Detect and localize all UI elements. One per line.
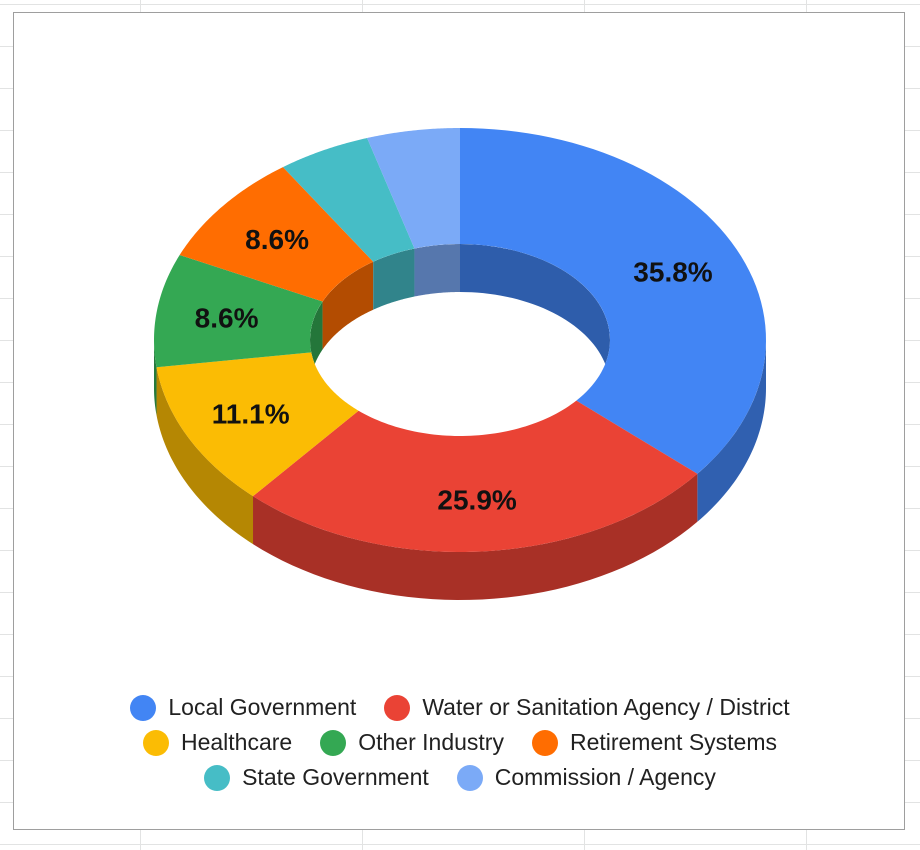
legend-label: Other Industry	[358, 729, 504, 755]
inner-wall-state-government	[373, 248, 415, 310]
slice-local-government[interactable]	[460, 128, 766, 474]
slice-other-industry[interactable]	[154, 255, 323, 368]
donut-slices	[154, 128, 766, 552]
legend-label: Local Government	[168, 694, 357, 720]
legend-row: Local Government Water or Sanitation Agen…	[130, 693, 790, 722]
data-label-other-industry: 8.6%	[195, 302, 259, 333]
slice-healthcare[interactable]	[156, 352, 359, 497]
legend-label: Healthcare	[180, 729, 293, 755]
data-label-local-government: 35.8%	[633, 256, 712, 287]
legend-swatch-icon	[320, 729, 347, 756]
legend-swatch-icon	[130, 694, 157, 721]
donut-chart[interactable]: 35.8% 25.9% 11.1% 8.6% 8.6%	[14, 13, 906, 663]
legend-label: Water or Sanitation Agency / District	[422, 694, 790, 720]
chart-legend: Local Government Water or Sanitation Agen…	[14, 693, 906, 792]
legend-item-state-government[interactable]: State Government	[204, 764, 429, 791]
legend-item-local-government[interactable]: Local Government	[130, 694, 356, 721]
legend-item-commission-agency[interactable]: Commission / Agency	[456, 764, 716, 791]
donut-inner-walls	[310, 244, 610, 388]
legend-label: State Government	[242, 764, 429, 790]
legend-item-water-or-sanitation-agency-district[interactable]: Water or Sanitation Agency / District	[384, 694, 790, 721]
legend-swatch-icon	[531, 729, 558, 756]
inner-wall-commission-agency	[414, 244, 460, 297]
legend-item-retirement-systems[interactable]: Retirement Systems	[531, 729, 778, 756]
legend-swatch-icon	[204, 764, 231, 791]
data-label-water-or-sanitation-agency-district: 25.9%	[437, 484, 516, 515]
chart-container[interactable]: 35.8% 25.9% 11.1% 8.6% 8.6% Local Government…	[13, 12, 905, 830]
slice-water-or-sanitation-agency-district[interactable]	[253, 400, 698, 552]
data-label-retirement-systems: 8.6%	[245, 224, 309, 255]
donut-data-labels: 35.8% 25.9% 11.1% 8.6% 8.6%	[195, 224, 713, 515]
legend-swatch-icon	[384, 694, 411, 721]
inner-wall-retirement-systems	[322, 261, 374, 350]
legend-swatch-icon	[142, 729, 169, 756]
slice-state-government[interactable]	[282, 138, 415, 262]
legend-swatch-icon	[456, 764, 483, 791]
data-label-healthcare: 11.1%	[212, 399, 290, 430]
side-wall-other-industry	[154, 340, 157, 416]
legend-label: Commission / Agency	[494, 764, 716, 790]
side-wall-healthcare	[156, 367, 254, 545]
side-wall-local-government	[697, 340, 766, 522]
legend-row: State Government Commission / Agency	[204, 763, 716, 792]
legend-item-healthcare[interactable]: Healthcare	[142, 729, 293, 756]
side-wall-water-or-sanitation-agency-district	[253, 473, 698, 600]
slice-retirement-systems[interactable]	[179, 167, 374, 302]
donut-side-walls	[154, 340, 766, 600]
legend-item-other-industry[interactable]: Other Industry	[320, 729, 504, 756]
legend-label: Retirement Systems	[569, 729, 778, 755]
slice-commission-agency[interactable]	[367, 128, 460, 249]
legend-row: Healthcare Other Industry Retirement Syste…	[142, 728, 778, 757]
inner-wall-local-government	[460, 244, 610, 388]
